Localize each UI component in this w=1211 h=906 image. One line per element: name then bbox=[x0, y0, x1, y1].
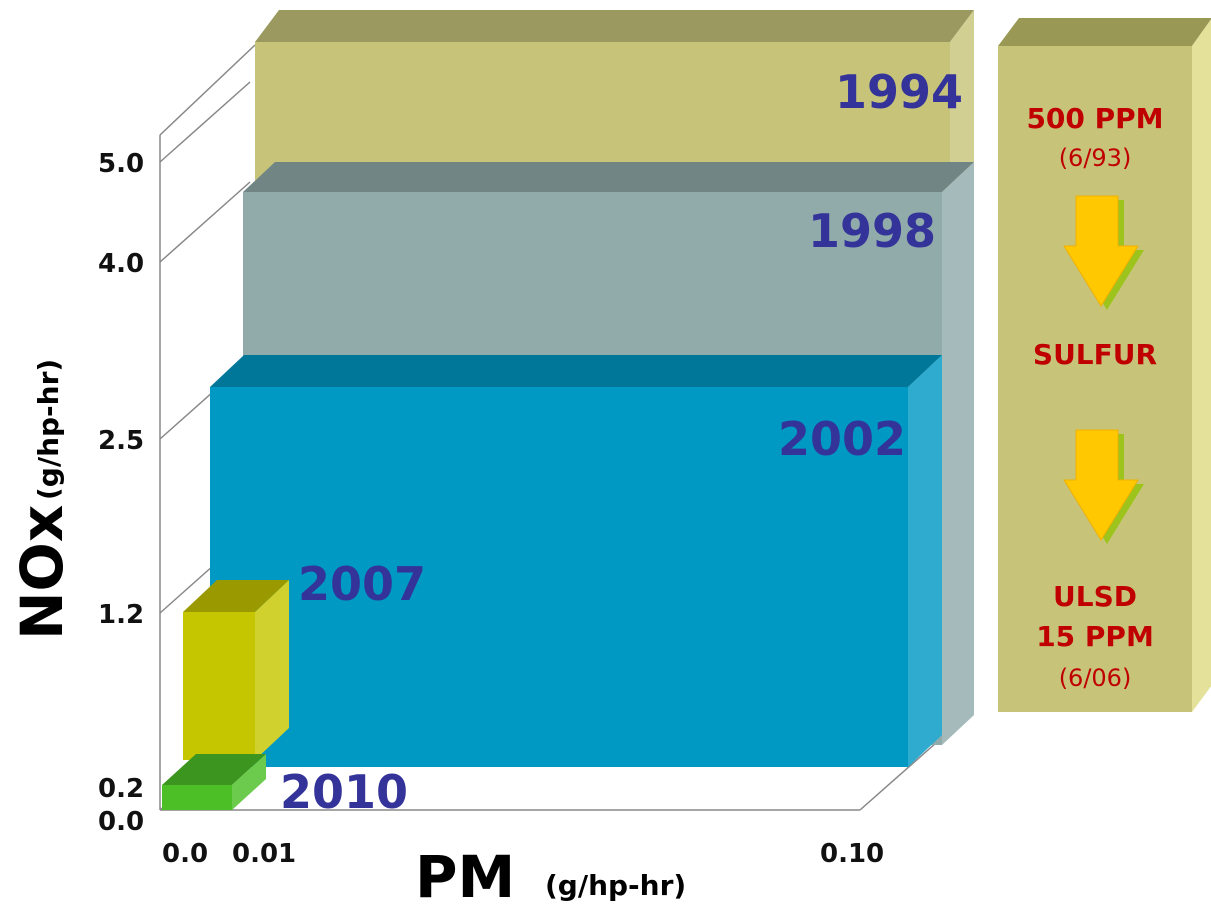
y-tick-label: 4.0 bbox=[98, 249, 144, 279]
sulfur-bottom-line1: ULSD bbox=[1053, 580, 1137, 613]
sulfur-top-date: (6/93) bbox=[1059, 144, 1132, 172]
sulfur-panel: 500 PPM (6/93) SULFUR ULSD 15 PPM (6/06) bbox=[998, 18, 1211, 712]
y-tick-label: 0.2 bbox=[98, 774, 144, 804]
year-label-2010: 2010 bbox=[280, 765, 408, 819]
grid-depth-line bbox=[159, 81, 251, 163]
y-axis-title-group: NOx (g/hp-hr) bbox=[8, 359, 76, 640]
sulfur-label: SULFUR bbox=[1033, 338, 1157, 371]
y-tick-label: 0.0 bbox=[98, 807, 144, 837]
y-axis-title: NOx bbox=[8, 505, 76, 640]
sulfur-panel-front bbox=[998, 46, 1192, 712]
year-label-1994: 1994 bbox=[835, 65, 963, 119]
sulfur-panel-top bbox=[998, 18, 1211, 46]
year-labels: 1994 1998 2002 2007 2010 bbox=[280, 65, 963, 819]
bar-front bbox=[183, 612, 255, 760]
bar-side bbox=[908, 355, 942, 767]
x-tick-labels: 0.0 0.01 0.10 bbox=[162, 839, 884, 869]
bar-side bbox=[255, 580, 289, 760]
y-tick-label: 2.5 bbox=[98, 426, 144, 456]
bar-side bbox=[942, 162, 974, 745]
bar-top bbox=[210, 355, 942, 387]
x-tick-label: 0.01 bbox=[232, 839, 296, 869]
bar-side bbox=[232, 754, 266, 810]
bar-top bbox=[183, 580, 289, 612]
down-arrow-icon bbox=[1063, 429, 1144, 544]
bar-front bbox=[210, 387, 908, 767]
bar-2002 bbox=[210, 355, 942, 767]
grid-depth-line bbox=[159, 181, 251, 263]
y-tick-label: 5.0 bbox=[98, 149, 144, 179]
year-label-2002: 2002 bbox=[778, 412, 906, 466]
wall-top-edge bbox=[159, 44, 256, 136]
bar-2010 bbox=[162, 754, 266, 810]
bar-top bbox=[255, 10, 974, 42]
sulfur-bottom-line2: 15 PPM bbox=[1036, 620, 1154, 653]
bar-2007 bbox=[183, 580, 289, 760]
x-tick-label: 0.10 bbox=[820, 839, 884, 869]
year-label-2007: 2007 bbox=[298, 557, 426, 611]
sulfur-top-value: 500 PPM bbox=[1026, 102, 1163, 135]
year-label-1998: 1998 bbox=[808, 204, 936, 258]
sulfur-panel-side bbox=[1192, 19, 1211, 712]
y-tick-label: 1.2 bbox=[98, 600, 144, 630]
bars-group bbox=[162, 10, 974, 810]
x-tick-label: 0.0 bbox=[162, 839, 208, 869]
bar-top bbox=[243, 162, 974, 192]
y-tick-labels: 0.00.2 1.2 2.5 4.0 5.0 bbox=[98, 149, 144, 837]
sulfur-bottom-date: (6/06) bbox=[1059, 664, 1132, 692]
bar-top bbox=[162, 754, 266, 785]
floor-depth-right bbox=[859, 734, 946, 811]
bar-front bbox=[162, 785, 232, 810]
x-axis-unit: (g/hp-hr) bbox=[545, 869, 686, 902]
x-axis-title: PM bbox=[415, 843, 515, 906]
down-arrow-icon bbox=[1063, 195, 1144, 310]
y-axis-unit: (g/hp-hr) bbox=[32, 359, 65, 500]
